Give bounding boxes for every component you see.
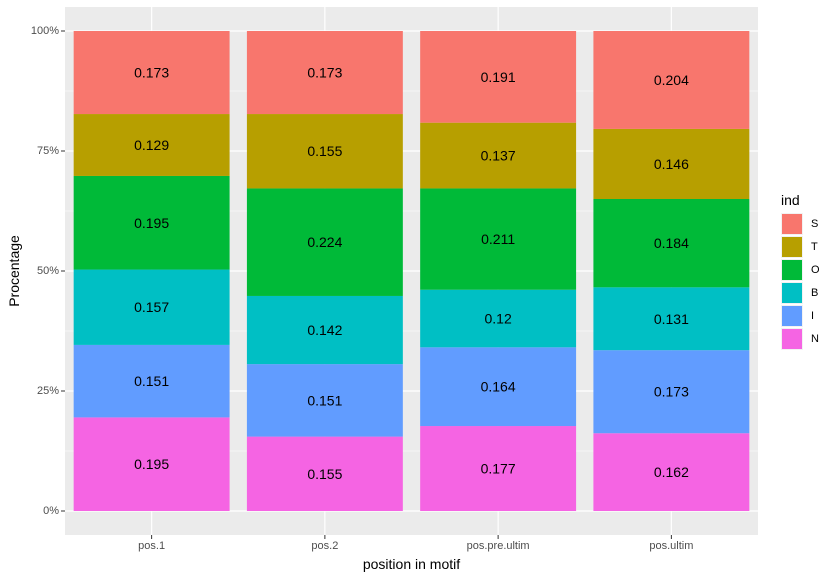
bar-segment-S [593, 31, 750, 129]
legend-swatch-I [782, 306, 802, 326]
bar-value-label: 0.211 [481, 231, 515, 247]
y-tick-label: 0% [43, 505, 59, 517]
bar-value-label: 0.137 [481, 148, 516, 164]
bar-segment-I [246, 364, 403, 437]
legend-title: ind [781, 192, 800, 208]
bar-value-label: 0.195 [134, 456, 169, 472]
legend-label: I [811, 310, 814, 322]
legend-label: N [811, 333, 819, 345]
bar-value-label: 0.173 [307, 65, 342, 81]
bar-segment-B [73, 269, 230, 345]
bar-value-label: 0.224 [307, 234, 342, 250]
bar-value-label: 0.151 [307, 392, 342, 408]
legend-label: O [811, 264, 820, 276]
bar-value-label: 0.204 [654, 72, 689, 88]
bar-segment-I [73, 344, 230, 418]
bar-value-label: 0.164 [481, 379, 516, 395]
bar-value-label: 0.177 [481, 461, 516, 477]
y-axis: 0% 25% 50% 75% 100% [31, 25, 65, 517]
bar-segment-I [420, 347, 577, 427]
legend-swatch-B [782, 283, 802, 303]
bar-segment-O [73, 175, 230, 270]
bar-value-label: 0.142 [307, 322, 342, 338]
bar-value-label: 0.155 [307, 466, 342, 482]
bar-segment-T [593, 128, 750, 199]
bar-value-label: 0.173 [654, 384, 689, 400]
y-tick-label: 25% [37, 385, 59, 397]
y-tick-label: 50% [37, 265, 59, 277]
x-tick-label: pos.2 [311, 540, 338, 552]
bar-segment-S [246, 31, 403, 115]
bar-value-label: 0.129 [134, 137, 169, 153]
legend-label: S [811, 218, 818, 230]
bar-labels-layer: 0.195 0.151 0.157 0.195 0.129 0.173 0.155 0.151… [134, 65, 689, 482]
bar-segment-N [593, 433, 750, 511]
y-tick-label: 100% [31, 25, 59, 37]
bar-value-label: 0.12 [485, 311, 512, 327]
bar-value-label: 0.191 [481, 69, 516, 85]
bar-segment-N [246, 436, 403, 511]
bar-value-label: 0.173 [134, 65, 169, 81]
bar-segment-N [420, 426, 577, 511]
legend-swatch-N [782, 329, 802, 349]
bar-segment-B [420, 289, 577, 348]
y-tick-label: 75% [37, 145, 59, 157]
bar-value-label: 0.131 [654, 311, 689, 327]
x-axis: pos.1 pos.2 pos.pre.ultim pos.ultim [138, 535, 693, 552]
bar-segment-T [246, 114, 403, 189]
bar-segment-T [73, 114, 230, 176]
bars-layer [73, 31, 750, 511]
legend-label: T [811, 241, 818, 253]
legend-label: B [811, 287, 818, 299]
x-tick-label: pos.1 [138, 540, 165, 552]
bar-segment-I [593, 350, 750, 434]
bar-segment-O [593, 199, 750, 288]
y-axis-title: Procentage [6, 235, 22, 307]
legend-swatch-S [782, 214, 802, 234]
x-axis-title: position in motif [363, 556, 460, 572]
bar-value-label: 0.151 [134, 373, 169, 389]
bar-value-label: 0.184 [654, 235, 689, 251]
bar-value-label: 0.155 [307, 143, 342, 159]
bar-segment-T [420, 122, 577, 189]
legend-swatch-T [782, 237, 802, 257]
bar-value-label: 0.195 [134, 215, 169, 231]
bar-segment-S [73, 31, 230, 115]
x-tick-label: pos.pre.ultim [467, 540, 530, 552]
x-tick-label: pos.ultim [649, 540, 693, 552]
bar-value-label: 0.157 [134, 299, 169, 315]
legend-swatch-O [782, 260, 802, 280]
bar-segment-O [246, 188, 403, 296]
bar-segment-B [246, 295, 403, 365]
bar-segment-B [593, 287, 750, 351]
bar-value-label: 0.162 [654, 464, 689, 480]
bar-value-label: 0.146 [654, 156, 689, 172]
bar-segment-S [420, 31, 577, 123]
bar-segment-N [73, 417, 230, 511]
bar-segment-O [420, 188, 577, 290]
